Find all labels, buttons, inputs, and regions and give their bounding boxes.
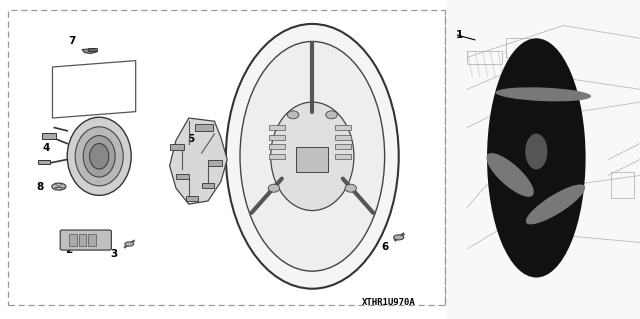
Ellipse shape (52, 183, 66, 190)
Ellipse shape (287, 111, 299, 119)
Text: 8: 8 (36, 182, 44, 192)
Ellipse shape (271, 102, 354, 211)
Bar (335, 154, 351, 159)
Bar (611, 172, 634, 198)
Bar (269, 125, 285, 130)
Bar (269, 144, 285, 149)
Bar (8, 10, 445, 305)
Bar (269, 154, 285, 159)
Bar (88, 48, 97, 51)
Bar (195, 124, 213, 131)
Polygon shape (170, 118, 227, 204)
Bar (335, 135, 351, 140)
Ellipse shape (525, 134, 547, 169)
Bar (506, 38, 531, 57)
Text: 1: 1 (456, 30, 463, 40)
Ellipse shape (240, 41, 385, 271)
Ellipse shape (90, 144, 109, 169)
Bar (69, 234, 77, 246)
Ellipse shape (326, 111, 337, 119)
Ellipse shape (76, 127, 123, 186)
Text: 7: 7 (68, 36, 76, 47)
Ellipse shape (67, 117, 131, 195)
Bar (447, 0, 640, 319)
Bar (176, 174, 189, 179)
Text: 2: 2 (65, 245, 73, 256)
Bar (42, 133, 56, 139)
Ellipse shape (526, 184, 585, 224)
Ellipse shape (226, 24, 399, 289)
Ellipse shape (268, 184, 280, 192)
Text: 3: 3 (110, 249, 118, 259)
Ellipse shape (487, 38, 586, 278)
Bar (79, 234, 86, 246)
Bar (269, 135, 285, 140)
FancyBboxPatch shape (60, 230, 111, 250)
Bar (335, 144, 351, 149)
Ellipse shape (394, 235, 404, 240)
Ellipse shape (345, 184, 356, 192)
Bar (208, 160, 222, 166)
Ellipse shape (486, 153, 534, 197)
Bar (38, 160, 50, 164)
Bar (202, 183, 214, 188)
Bar (335, 125, 351, 130)
Ellipse shape (125, 242, 134, 246)
Text: 5: 5 (187, 134, 195, 144)
Bar (186, 196, 198, 201)
Text: 6: 6 (381, 242, 389, 252)
Ellipse shape (495, 87, 591, 101)
Bar (296, 147, 328, 172)
Bar (467, 51, 502, 64)
Text: XTHR1U970A: XTHR1U970A (362, 298, 416, 307)
Text: 4: 4 (42, 143, 50, 153)
Bar (170, 144, 184, 150)
Polygon shape (82, 48, 97, 54)
Bar (88, 234, 96, 246)
Ellipse shape (83, 136, 115, 177)
